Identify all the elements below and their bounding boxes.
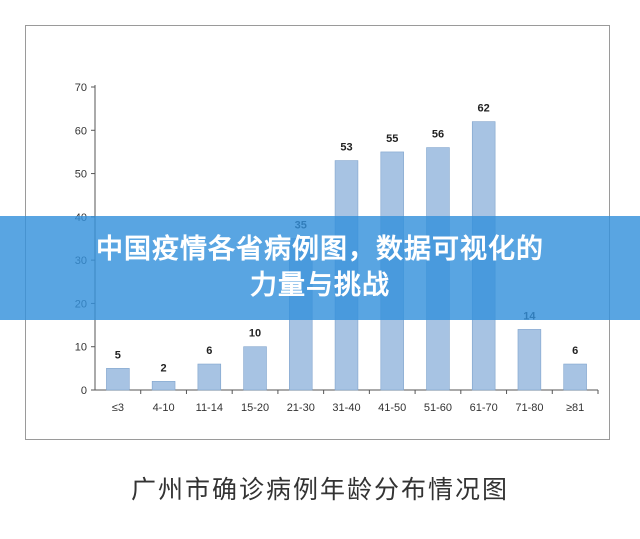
- data-label: 6: [572, 345, 578, 357]
- x-tick-label: ≤3: [112, 402, 124, 414]
- x-tick-label: 51-60: [424, 402, 452, 414]
- bar: [243, 346, 267, 391]
- data-label: 62: [478, 103, 490, 115]
- data-label: 2: [161, 362, 167, 374]
- data-label: 56: [432, 129, 444, 141]
- banner-title-line-1: 中国疫情各省病例图，数据可视化的: [96, 234, 544, 265]
- x-tick-label: 21-30: [287, 402, 315, 414]
- data-label: 6: [206, 345, 212, 357]
- y-tick-label: 50: [75, 169, 87, 181]
- x-tick-label: ≥81: [566, 402, 584, 414]
- bar: [151, 381, 176, 391]
- bar: [517, 329, 542, 391]
- bar: [563, 363, 587, 391]
- x-tick-label: 11-14: [196, 402, 223, 414]
- value-labels: 526103553555662146: [115, 103, 578, 375]
- data-label: 53: [340, 142, 352, 154]
- bar: [106, 368, 130, 391]
- data-label: 5: [115, 349, 121, 361]
- x-tick-label: 31-40: [332, 402, 360, 414]
- x-tick-label: 71-80: [515, 402, 543, 414]
- bar: [197, 363, 222, 391]
- banner-title-line-2: 力量与挑战: [250, 270, 390, 301]
- x-tick-label: 41-50: [378, 402, 406, 414]
- y-tick-label: 0: [81, 385, 87, 397]
- data-label: 10: [249, 328, 261, 340]
- data-label: 55: [386, 133, 398, 145]
- x-tick-label: 15-20: [241, 402, 269, 414]
- chart-caption: 广州市确诊病例年龄分布情况图: [130, 475, 509, 504]
- y-tick-label: 60: [75, 125, 87, 137]
- x-axis: ≤3 4-10 11-14 15-20 21-30 31-40 41-50 51-60 61-7…: [95, 389, 599, 414]
- x-tick-label: 61-70: [470, 402, 498, 414]
- y-tick-label: 70: [75, 82, 87, 94]
- x-tick-label: 4-10: [153, 402, 175, 414]
- y-tick-label: 10: [75, 342, 87, 354]
- title-banner: 中国疫情各省病例图，数据可视化的 力量与挑战: [0, 216, 640, 320]
